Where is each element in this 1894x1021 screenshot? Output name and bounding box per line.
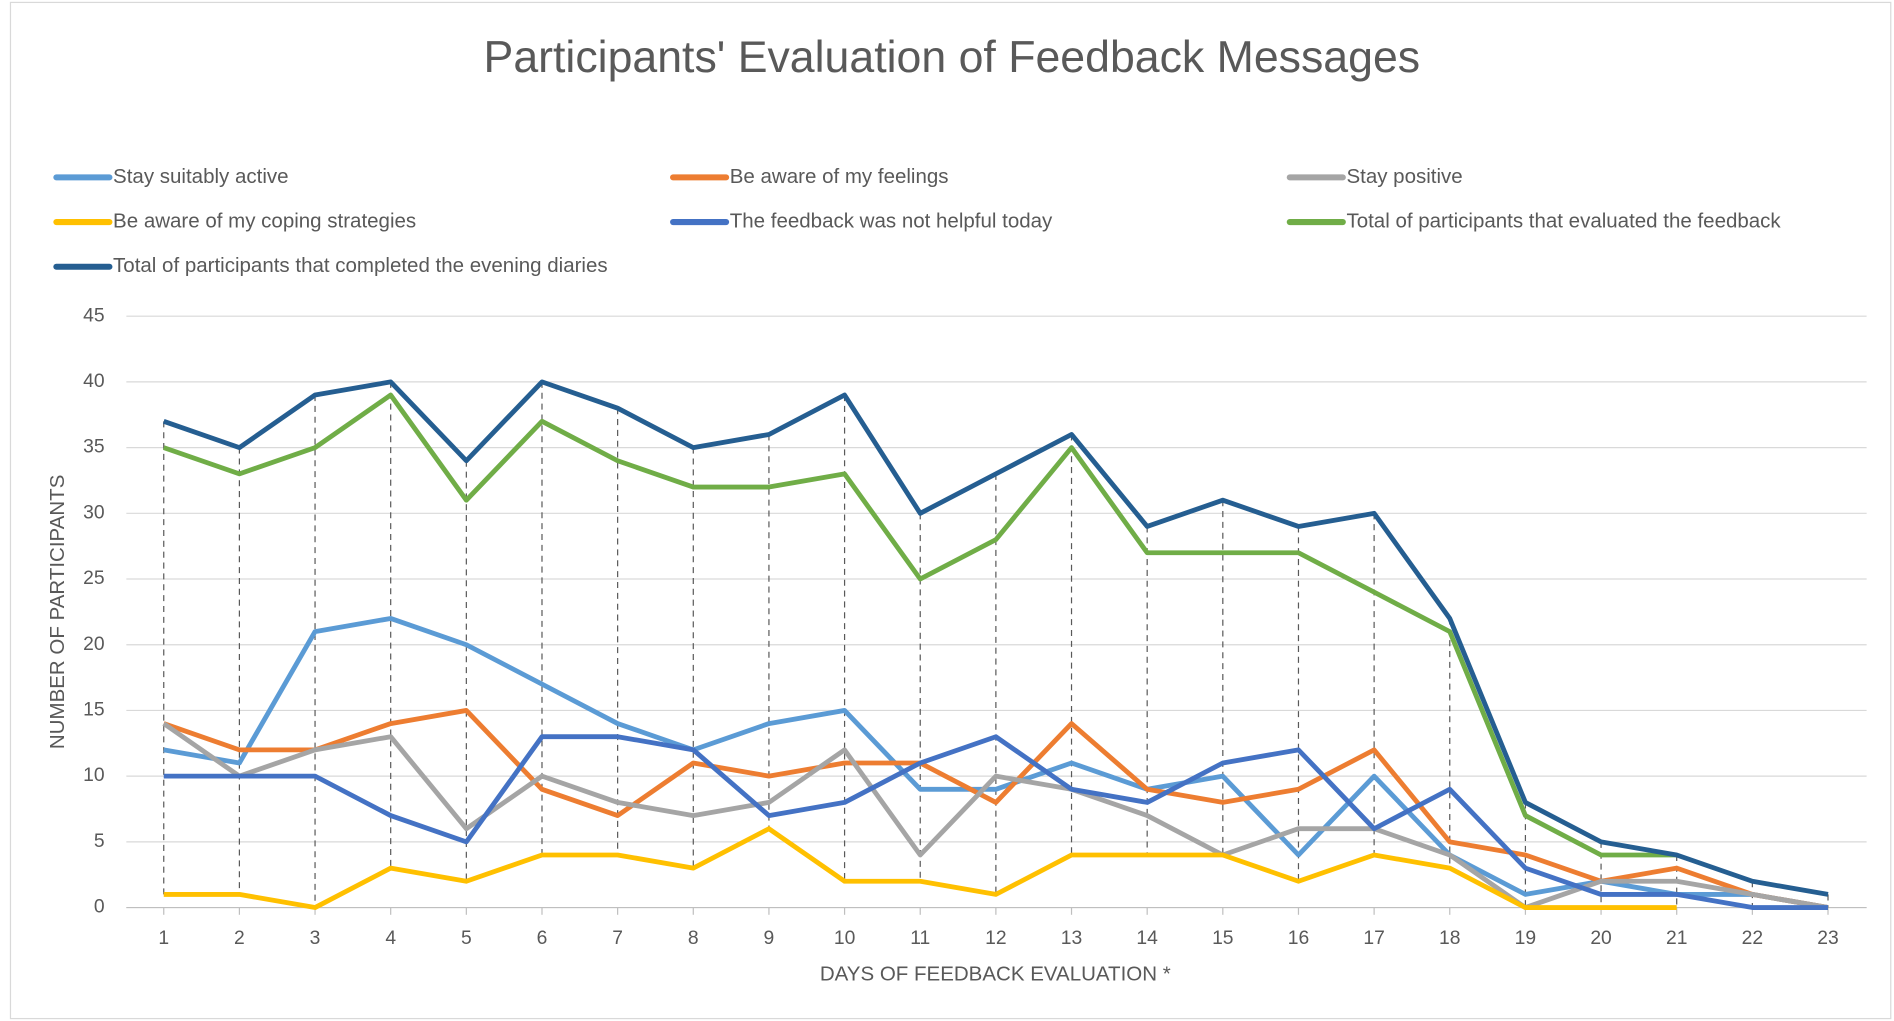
x-tick-label: 11 xyxy=(910,928,930,949)
y-tick-label: 10 xyxy=(83,765,104,786)
x-tick-label: 8 xyxy=(688,928,699,949)
x-tick-label: 2 xyxy=(234,928,245,949)
y-tick-label: 15 xyxy=(83,700,104,721)
x-tick-label: 9 xyxy=(764,928,775,949)
x-tick-label: 5 xyxy=(461,928,472,949)
x-tick-label: 23 xyxy=(1817,928,1838,949)
x-tick-label: 17 xyxy=(1363,928,1384,949)
y-tick-label: 20 xyxy=(83,634,104,655)
x-tick-label: 22 xyxy=(1742,928,1763,949)
x-tick-label: 12 xyxy=(985,928,1006,949)
y-tick-label: 25 xyxy=(83,568,104,589)
series-line xyxy=(163,734,1829,910)
series-line xyxy=(162,708,1829,910)
x-tick-label: 16 xyxy=(1288,928,1309,949)
legend-label: Total of participants that evaluated the… xyxy=(1346,209,1781,232)
chart-title: Participants' Evaluation of Feedback Mes… xyxy=(484,33,1421,82)
legend-label: Stay positive xyxy=(1346,165,1462,188)
x-axis-title: DAYS OF FEEDBACK EVALUATION * xyxy=(820,963,1171,986)
legend-label: Be aware of my feelings xyxy=(730,165,949,188)
x-tick-label: 4 xyxy=(385,928,396,949)
y-tick-label: 5 xyxy=(94,831,105,852)
y-tick-label: 35 xyxy=(83,437,104,458)
legend-label: Stay suitably active xyxy=(113,165,288,188)
series-line xyxy=(162,721,1829,910)
y-tick-label: 45 xyxy=(83,305,104,326)
x-tick-label: 14 xyxy=(1136,928,1158,949)
x-tick-label: 3 xyxy=(310,928,321,949)
series-line xyxy=(162,379,1829,897)
x-tick-label: 21 xyxy=(1666,928,1687,949)
x-tick-label: 1 xyxy=(158,928,169,949)
series-line xyxy=(163,826,1677,910)
y-tick-label: 0 xyxy=(94,897,105,918)
x-tick-label: 19 xyxy=(1515,928,1536,949)
x-tick-label: 15 xyxy=(1212,928,1233,949)
series-line xyxy=(162,392,1677,858)
y-tick-label: 30 xyxy=(83,502,104,523)
legend-label: Be aware of my coping strategies xyxy=(113,209,416,232)
legend-label: The feedback was not helpful today xyxy=(730,209,1053,232)
y-axis-title: NUMBER OF PARTICIPANTS xyxy=(46,475,69,750)
x-tick-label: 7 xyxy=(612,928,623,949)
x-tick-label: 6 xyxy=(537,928,548,949)
x-tick-label: 13 xyxy=(1061,928,1082,949)
series-line xyxy=(163,616,1829,910)
x-tick-label: 10 xyxy=(834,928,855,949)
chart-frame xyxy=(9,1,1892,1020)
x-tick-label: 20 xyxy=(1590,928,1611,949)
legend-label: Total of participants that completed the… xyxy=(113,254,608,277)
y-tick-label: 40 xyxy=(83,371,104,392)
x-tick-label: 18 xyxy=(1439,928,1460,949)
